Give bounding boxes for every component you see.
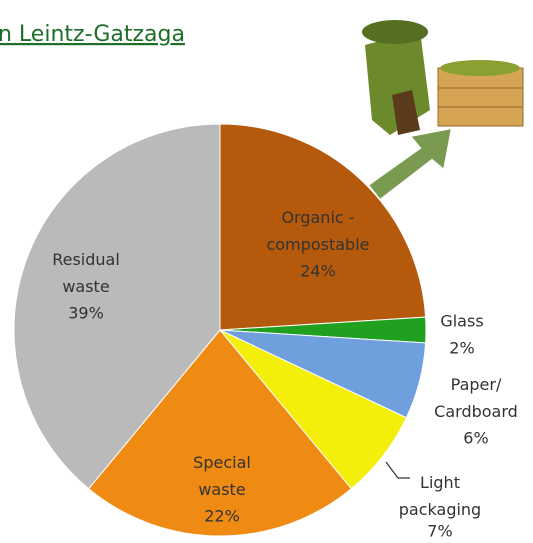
value-label: 24% bbox=[300, 262, 336, 281]
pie-slice bbox=[13, 123, 221, 490]
slice-label: Paper/Cardboard bbox=[434, 375, 518, 421]
slice-label: Residual waste bbox=[52, 250, 120, 296]
pie-slice bbox=[219, 123, 427, 331]
compost-illustration bbox=[362, 20, 524, 202]
slice-label: Light packaging bbox=[399, 473, 481, 519]
value-label: 39% bbox=[68, 304, 104, 323]
slice-label: Glass bbox=[440, 312, 483, 331]
value-label: 7% bbox=[427, 522, 452, 541]
value-label: 2% bbox=[449, 339, 474, 358]
slice-label: Organic -compostable bbox=[267, 208, 370, 254]
leader-line bbox=[385, 461, 410, 479]
value-label: 22% bbox=[204, 507, 240, 526]
slice-label: Special waste bbox=[193, 453, 251, 499]
value-label: 6% bbox=[463, 429, 488, 448]
pie-slice bbox=[87, 329, 353, 537]
chart-title: n Leintz-Gatzaga bbox=[0, 22, 185, 47]
